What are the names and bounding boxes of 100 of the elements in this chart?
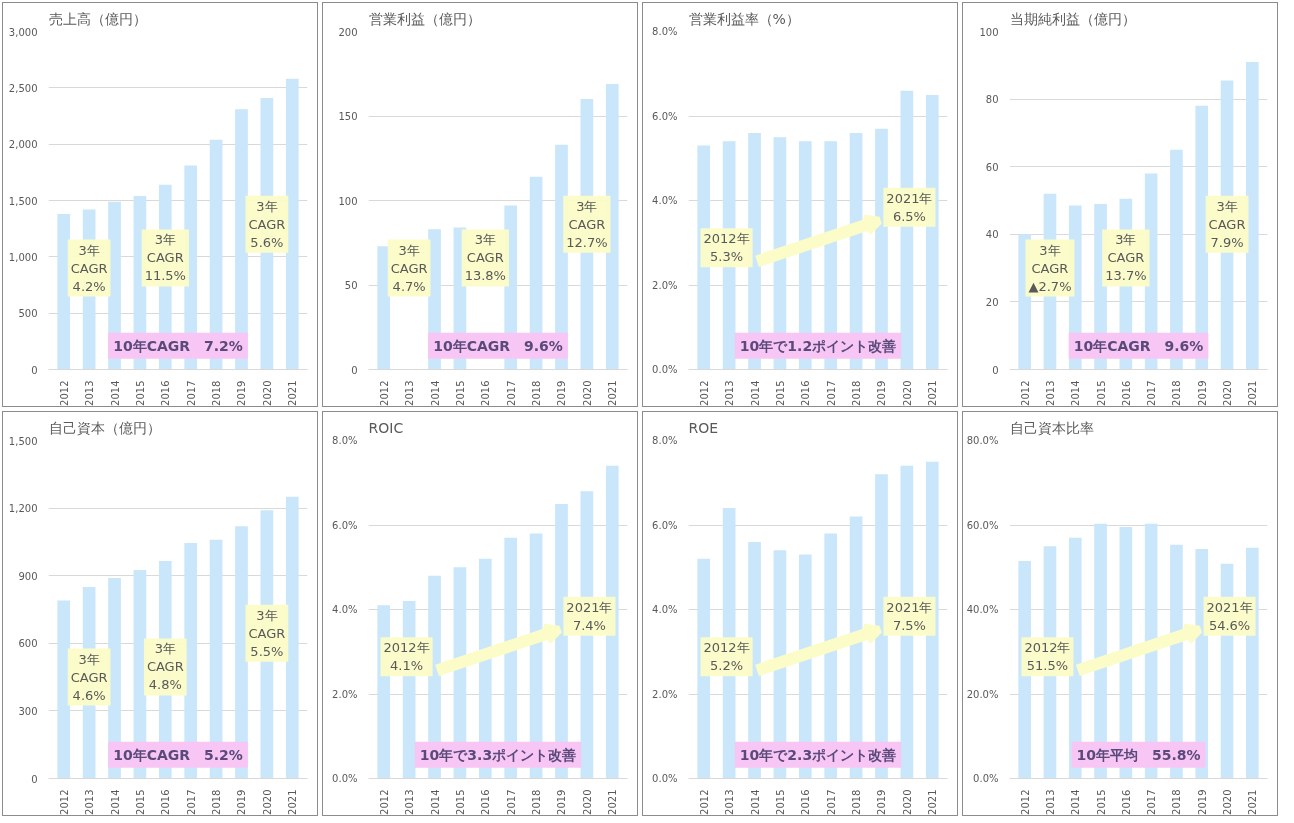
annotation: 3年 CAGR 11.5% <box>144 232 186 284</box>
x-tick-label: 2015 <box>1095 380 1107 406</box>
annotation: 3年 CAGR ▲2.7% <box>1028 242 1072 294</box>
x-tick-label: 2012 <box>58 789 70 815</box>
x-tick-label: 2017 <box>505 789 517 815</box>
y-tick-label: 2.0% <box>652 688 678 700</box>
y-tick-label: 20 <box>985 296 999 308</box>
y-tick-label: 3,000 <box>8 26 38 38</box>
x-tick-label: 2020 <box>581 380 593 406</box>
x-tick-label: 2019 <box>556 380 568 406</box>
x-tick-label: 2019 <box>236 380 248 406</box>
x-tick-label: 2012 <box>1019 789 1031 815</box>
annotation: 10年で2.3ポイント改善 <box>739 746 897 763</box>
y-tick-label: 1,500 <box>8 195 38 207</box>
x-tick-label: 2012 <box>1019 380 1031 406</box>
x-tick-label: 2013 <box>404 789 416 815</box>
y-tick-label: 80.0% <box>966 435 999 446</box>
y-tick-label: 1,200 <box>8 503 38 515</box>
x-tick-label: 2017 <box>1146 380 1158 406</box>
x-tick-label: 2012 <box>58 380 70 406</box>
annotation: 10年CAGR 7.2% <box>113 337 243 354</box>
x-tick-label: 2017 <box>825 789 837 815</box>
annotation: 2012年 5.2% <box>703 640 750 674</box>
y-tick-label: 0.0% <box>652 773 678 784</box>
x-tick-label: 2018 <box>211 789 223 815</box>
annotation: 3年 CAGR 4.2% <box>70 242 108 294</box>
x-tick-label: 2012 <box>698 789 710 815</box>
annotation: 3年 CAGR 13.8% <box>464 232 506 284</box>
y-tick-label: 6.0% <box>652 110 678 122</box>
x-tick-label: 2015 <box>774 789 786 815</box>
x-tick-label: 2016 <box>800 789 812 815</box>
x-tick-label: 2014 <box>1070 380 1082 406</box>
chart-title: 営業利益率（%） <box>688 10 800 27</box>
x-tick-label: 2013 <box>84 380 96 406</box>
y-tick-label: 6.0% <box>652 519 678 531</box>
x-tick-label: 2015 <box>1095 789 1107 815</box>
y-tick-label: 2.0% <box>652 279 678 291</box>
x-tick-label: 2020 <box>901 789 913 815</box>
x-tick-label: 2020 <box>581 789 593 815</box>
annotation: 3年 CAGR 12.7% <box>566 198 608 250</box>
annotation: 3年 CAGR 4.7% <box>390 242 428 294</box>
y-tick-label: 200 <box>338 26 358 38</box>
y-tick-label: 6.0% <box>332 519 358 531</box>
x-tick-label: 2018 <box>851 789 863 815</box>
annotation: 2021年 6.5% <box>886 190 933 224</box>
x-tick-label: 2018 <box>531 789 543 815</box>
annotation: 2012年 4.1% <box>383 640 430 674</box>
y-tick-label: 100 <box>338 195 358 207</box>
x-tick-label: 2012 <box>378 789 390 815</box>
x-tick-label: 2021 <box>287 789 299 815</box>
y-tick-label: 1,000 <box>8 251 38 263</box>
y-tick-label: 8.0% <box>652 435 678 446</box>
x-tick-label: 2015 <box>134 789 146 815</box>
x-tick-label: 2017 <box>1146 789 1158 815</box>
annotation: 3年 CAGR 5.5% <box>248 607 286 659</box>
x-tick-label: 2021 <box>607 380 619 406</box>
x-tick-label: 2016 <box>1120 380 1132 406</box>
x-tick-label: 2021 <box>607 789 619 815</box>
x-tick-label: 2019 <box>1196 789 1208 815</box>
x-tick-label: 2017 <box>505 380 517 406</box>
y-tick-label: 4.0% <box>652 195 678 206</box>
x-tick-label: 2020 <box>261 789 273 815</box>
annotation: 2012年 5.3% <box>703 231 750 265</box>
x-tick-label: 2013 <box>404 380 416 406</box>
x-tick-label: 2012 <box>698 380 710 406</box>
x-tick-label: 2016 <box>480 789 492 815</box>
annotation: 2021年 7.4% <box>566 599 613 633</box>
x-tick-label: 2021 <box>1247 380 1259 406</box>
x-tick-label: 2021 <box>927 789 939 815</box>
annotation: 10年で1.2ポイント改善 <box>739 337 897 354</box>
x-tick-label: 2016 <box>480 380 492 406</box>
x-tick-label: 2020 <box>901 380 913 406</box>
annotation: 10年CAGR 9.6% <box>1073 337 1204 354</box>
y-tick-label: 8.0% <box>332 435 358 446</box>
x-tick-label: 2021 <box>1247 789 1259 815</box>
x-tick-label: 2013 <box>1044 380 1056 406</box>
x-tick-label: 2020 <box>1222 380 1234 406</box>
x-tick-label: 2020 <box>261 380 273 406</box>
x-tick-label: 2014 <box>109 380 121 406</box>
y-tick-label: 4.0% <box>652 604 678 615</box>
x-tick-label: 2021 <box>927 380 939 406</box>
annotation: 10年で3.3ポイント改善 <box>419 746 577 763</box>
chart-title: 自己資本（億円） <box>48 419 161 436</box>
x-tick-label: 2017 <box>825 380 837 406</box>
chart-title: 当期純利益（億円） <box>1009 10 1136 27</box>
x-tick-label: 2018 <box>211 380 223 406</box>
annotation: 2021年 7.5% <box>886 599 933 633</box>
chart-title: ROIC <box>368 419 404 436</box>
x-tick-label: 2015 <box>774 380 786 406</box>
annotation: 3年 CAGR 5.6% <box>248 198 286 250</box>
x-tick-label: 2015 <box>454 380 466 406</box>
y-tick-label: 150 <box>338 111 358 122</box>
y-tick-label: 1,500 <box>8 435 38 447</box>
x-tick-label: 2017 <box>185 380 197 406</box>
x-tick-label: 2014 <box>749 789 761 815</box>
y-tick-label: 40.0% <box>966 604 999 615</box>
y-tick-label: 100 <box>979 26 999 38</box>
x-tick-label: 2020 <box>1222 789 1234 815</box>
x-tick-label: 2014 <box>1070 789 1082 815</box>
x-tick-label: 2013 <box>1044 789 1056 815</box>
